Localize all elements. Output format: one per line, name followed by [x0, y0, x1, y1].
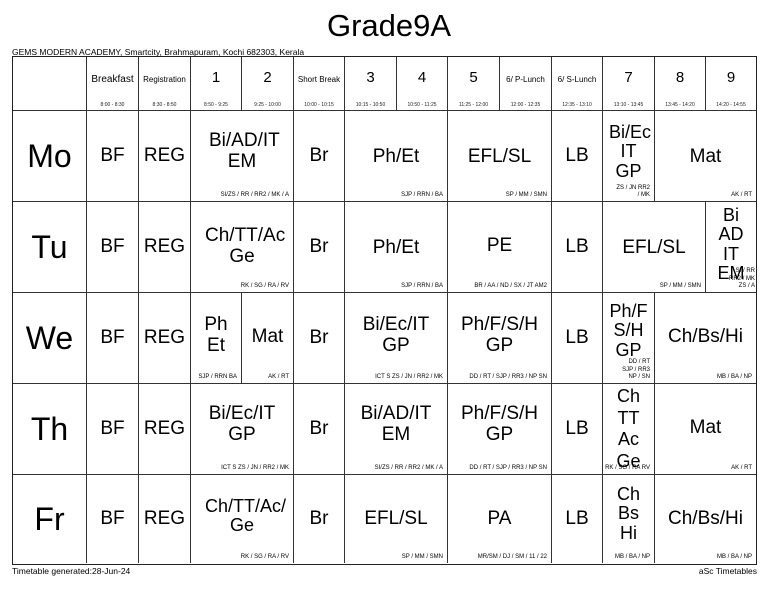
day-label-thursday: Th [13, 384, 87, 475]
period-header-7: 7 13:10 - 13:45 [603, 57, 655, 111]
period-header-1: 1 8:50 - 9:25 [191, 57, 242, 111]
period-header-5: 5 11:25 - 12:00 [448, 57, 500, 111]
period-header-4: 4 10:50 - 11:25 [397, 57, 448, 111]
period-header-8: 8 13:45 - 14:20 [655, 57, 706, 111]
lesson-cell[interactable]: REG [139, 384, 191, 475]
lesson-cell[interactable]: Ch Bs Hi MB / BA / NP [603, 475, 655, 563]
lesson-cell[interactable]: Ph/Et SJP / RRN / BA [345, 202, 448, 293]
lesson-cell[interactable]: EFL/SL SP / MM / SMN [345, 475, 448, 563]
lesson-cell[interactable]: Mat AK / RT [242, 293, 294, 384]
lesson-cell[interactable]: Ch/TT/Ac Ge RK / SG / RA / RV [191, 202, 294, 293]
lesson-cell[interactable]: Ch/Bs/Hi MB / BA / NP [668, 508, 752, 560]
lesson-cell[interactable]: Ch/TT/Ac/ Ge RK / SG / RA / RV [191, 475, 294, 563]
lesson-cell[interactable]: BF [87, 202, 139, 293]
period-header-short-break: Short Break 10:00 - 10:15 [294, 57, 345, 111]
school-address: GEMS MODERN ACADEMY, Smartcity, Brahmapu… [12, 47, 305, 57]
corner-cell [13, 57, 87, 111]
lesson-cell[interactable]: LB [552, 475, 603, 563]
lesson-cell[interactable]: Mat AK / RT [655, 384, 756, 475]
period-header-registration: Registration 8:30 - 8:50 [139, 57, 191, 111]
lesson-cell[interactable]: Br [294, 111, 345, 202]
lesson-cell[interactable]: Ph Et SJP / RRN BA [191, 293, 242, 384]
day-label-monday: Mo [13, 111, 87, 202]
lesson-cell[interactable]: EFL/SL SP / MM / SMN [603, 202, 706, 293]
lesson-cell[interactable]: Bi/AD/IT EM SI/ZS / RR / RR2 / MK / A [191, 111, 294, 202]
lesson-cell[interactable]: BF [87, 111, 139, 202]
lesson-cell[interactable]: Bi/AD/IT EM SI/ZS / RR / RR2 / MK / A [345, 384, 448, 475]
lesson-cell[interactable]: LB [552, 202, 603, 293]
lesson-cell[interactable]: BF [87, 475, 139, 563]
lesson-cell[interactable]: PE BR / AA / ND / SX / JT AM2 [448, 202, 552, 293]
period-header-9: 9 14:20 - 14:55 [706, 57, 756, 111]
lesson-cell[interactable]: Bi/Ec/IT GP ICT S ZS / JN / RR2 / MK [191, 384, 294, 475]
lesson-cell[interactable]: Ph/F/S/H GP DD / RT / SJP / RR3 / NP SN [448, 293, 552, 384]
lesson-cell[interactable]: LB [552, 384, 603, 475]
timetable-grid: Breakfast 8:00 - 8:30 Registration 8:30 … [12, 56, 757, 565]
day-label-tuesday: Tu [13, 202, 87, 293]
lesson-cell[interactable]: BF [87, 293, 139, 384]
lesson-cell[interactable]: REG [139, 202, 191, 293]
period-header-breakfast: Breakfast 8:00 - 8:30 [87, 57, 139, 111]
page-title: Grade9A [326, 8, 452, 43]
lesson-cell[interactable]: Mat AK / RT [655, 111, 756, 202]
lesson-cell[interactable]: BF [87, 384, 139, 475]
lesson-cell[interactable]: PA MR/SM / DJ / SM / 11 / 22 [448, 475, 552, 563]
lesson-cell[interactable]: REG [139, 475, 191, 563]
lesson-cell[interactable]: Ch TT Ac Ge RK / SG / RA RV [603, 384, 655, 475]
brand-credit: aSc Timetables [698, 566, 757, 576]
lesson-cell[interactable]: Br [294, 202, 345, 293]
lesson-cell[interactable]: EFL/SL SP / MM / SMN [448, 111, 552, 202]
lesson-cell[interactable]: Ph/Et SJP / RRN / BA [345, 111, 448, 202]
generated-date: Timetable generated:28-Jun-24 [12, 566, 131, 576]
lesson-cell[interactable]: Br [294, 384, 345, 475]
lesson-cell[interactable]: LB [552, 293, 603, 384]
lesson-cell[interactable]: LB [552, 111, 603, 202]
lesson-cell[interactable]: Bi AD IT EM SI / RR RR2 / MK ZS / A [706, 202, 756, 293]
lesson-cell[interactable]: Ph/F S/H GP DD / RT SJP / RR3 NP / SN [603, 293, 655, 384]
lesson-cell[interactable]: Br [294, 293, 345, 384]
period-header-p-lunch: 6/ P-Lunch 12:00 - 12:35 [500, 57, 552, 111]
day-label-friday: Fr [13, 475, 87, 563]
lesson-cell[interactable]: Bi/Ec/IT GP ICT S ZS / JN / RR2 / MK [345, 293, 448, 384]
period-header-s-lunch: 6/ S-Lunch 12:35 - 13:10 [552, 57, 603, 111]
lesson-cell[interactable]: REG [139, 293, 191, 384]
period-header-3: 3 10:15 - 10:50 [345, 57, 397, 111]
period-header-2: 2 9:25 - 10:00 [242, 57, 294, 111]
lesson-cell[interactable]: Ch/Bs/Hi MB / BA / NP [655, 293, 756, 384]
lesson-cell[interactable]: Ph/F/S/H GP DD / RT / SJP / RR3 / NP SN [448, 384, 552, 475]
day-label-wednesday: We [13, 293, 87, 384]
lesson-cell[interactable]: Bi/Ec IT GP ZS / JN RR2 / MK [603, 111, 655, 202]
lesson-cell[interactable]: REG [139, 111, 191, 202]
lesson-cell[interactable]: Br [294, 475, 345, 563]
